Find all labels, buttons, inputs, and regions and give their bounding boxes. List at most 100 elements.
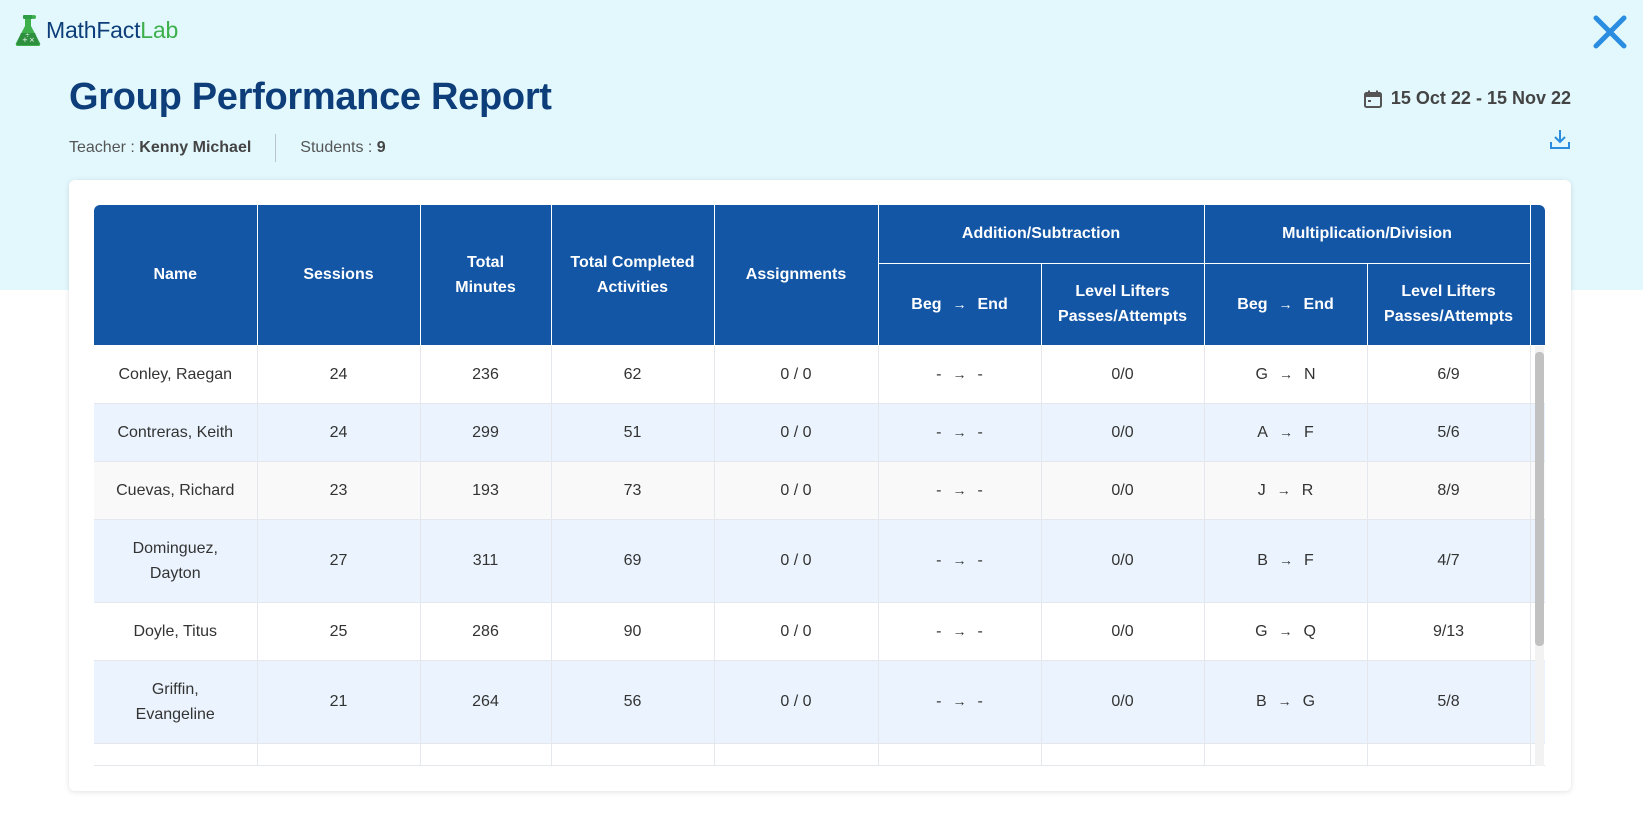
md-beg: A [1257, 423, 1268, 441]
cell-md-beg-end: J → R [1204, 461, 1368, 520]
cell-assignments: 0 / 0 [714, 519, 879, 603]
cell-name: Griffin, Evangeline [94, 660, 258, 744]
date-range-text: 15 Oct 22 - 15 Nov 22 [1390, 88, 1571, 108]
app-logo[interactable]: + × ÷ MathFactLab [14, 12, 178, 48]
cell-name: Dominguez, Dayton [94, 519, 258, 603]
cell-as-level-lifters: 0/0 [1041, 345, 1205, 404]
arrow-right-icon: → [952, 295, 967, 312]
cell-sessions: 23 [257, 461, 421, 520]
as-beg: - [936, 423, 942, 441]
flask-logo-icon: + × ÷ [15, 15, 41, 46]
table-row[interactable]: Griffin, Evangeline 21 264 56 0 / 0 - → - 0… [94, 660, 1545, 744]
as-end: - [977, 365, 983, 383]
cell-md-beg-end: A → F [1204, 403, 1368, 462]
level-lifters-l2: Passes/Attempts [1384, 308, 1513, 325]
cell-md-beg-end: B → F [1204, 519, 1368, 603]
arrow-right-icon: → [952, 423, 967, 440]
cell-minutes: 193 [420, 461, 552, 520]
cell-assignments: 0 / 0 [714, 345, 879, 404]
md-end: R [1301, 481, 1314, 499]
table-row[interactable]: Doyle, Titus 25 286 90 0 / 0 - → - 0/0 G → Q… [94, 602, 1545, 661]
level-lifters-l1: Level Lifters [1075, 283, 1170, 300]
cell-minutes: 264 [420, 660, 552, 744]
report-card: Name Sessions Total Minutes Total Complet… [69, 180, 1571, 791]
students-label: Students : [300, 139, 377, 156]
md-end: F [1303, 423, 1314, 441]
col-header-total-minutes[interactable]: Total Minutes [420, 205, 552, 346]
svg-text:×: × [29, 36, 35, 44]
col-header-name[interactable]: Name [94, 205, 258, 346]
table-row[interactable]: Conley, Raegan 24 236 62 0 / 0 - → - 0/0 G… [94, 345, 1545, 404]
cell-minutes: 286 [420, 602, 552, 661]
beg-label: Beg [1237, 295, 1268, 313]
cell-md-level-lifters: 6/9 [1367, 345, 1531, 404]
arrow-right-icon: → [1278, 552, 1293, 568]
arrow-right-icon: → [1278, 295, 1293, 312]
cell-as-level-lifters: 0/0 [1041, 519, 1205, 603]
cell-name: Conley, Raegan [94, 345, 258, 404]
arrow-right-icon: → [1277, 693, 1292, 709]
table-row[interactable]: Dominguez, Dayton 27 311 69 0 / 0 - → - 0/0… [94, 519, 1545, 603]
col-header-md-level-lifters[interactable]: Level Lifters Passes/Attempts [1367, 263, 1531, 346]
md-beg: G [1255, 365, 1268, 383]
col-header-total-activities[interactable]: Total Completed Activities [551, 205, 715, 346]
students-info: Students : 9 [300, 139, 385, 157]
calendar-icon [1363, 90, 1382, 108]
md-beg: G [1255, 622, 1268, 640]
as-beg: - [936, 365, 942, 383]
teacher-label: Teacher : [69, 139, 140, 156]
logo-text: MathFactLab [46, 17, 178, 44]
arrow-right-icon: → [952, 365, 967, 382]
col-header-total-minutes-l1: Total [466, 253, 505, 271]
table-scrollbar-thumb[interactable] [1535, 352, 1544, 646]
cell-name-l1: Griffin, [151, 680, 199, 698]
close-button[interactable] [1590, 12, 1630, 52]
cell-assignments: 0 / 0 [714, 660, 879, 744]
cell-empty [257, 743, 421, 765]
beg-label: Beg [911, 295, 942, 313]
table-row-partial[interactable] [94, 743, 1545, 765]
cell-sessions: 27 [257, 519, 421, 603]
as-beg: - [936, 693, 942, 710]
col-group-multiplication-division: Multiplication/Division [1204, 205, 1531, 264]
cell-as-beg-end: - → - [878, 403, 1042, 462]
md-beg: J [1257, 481, 1266, 499]
cell-empty [94, 743, 258, 765]
cell-assignments: 0 / 0 [714, 403, 879, 462]
table-row[interactable]: Contreras, Keith 24 299 51 0 / 0 - → - 0/0… [94, 403, 1545, 462]
date-range-picker[interactable]: 15 Oct 22 - 15 Nov 22 [1363, 88, 1571, 109]
cell-empty [551, 743, 715, 765]
cell-sessions: 21 [257, 660, 421, 744]
cell-as-level-lifters: 0/0 [1041, 461, 1205, 520]
cell-minutes: 236 [420, 345, 552, 404]
col-header-md-beg-end[interactable]: Beg → End [1204, 263, 1368, 346]
cell-minutes: 311 [420, 519, 552, 603]
md-end: G [1302, 693, 1316, 710]
level-lifters-l2: Passes/Attempts [1058, 308, 1187, 325]
col-header-sessions[interactable]: Sessions [257, 205, 421, 346]
col-header-as-level-lifters[interactable]: Level Lifters Passes/Attempts [1041, 263, 1205, 346]
performance-table: Name Sessions Total Minutes Total Complet… [94, 205, 1545, 765]
arrow-right-icon: → [1278, 622, 1293, 639]
report-meta: Teacher : Kenny Michael Students : 9 [69, 134, 386, 162]
col-header-assignments[interactable]: Assignments [714, 205, 879, 346]
logo-text-math: MathFact [46, 16, 141, 43]
teacher-name: Kenny Michael [139, 139, 252, 156]
cell-name-l1: Dominguez, [132, 539, 218, 557]
cell-as-beg-end: - → - [878, 519, 1042, 603]
download-button[interactable] [1549, 128, 1571, 150]
page-title: Group Performance Report [69, 76, 552, 118]
cell-md-beg-end: G → N [1204, 345, 1368, 404]
col-header-as-beg-end[interactable]: Beg → End [878, 263, 1042, 346]
col-header-total-activities-l2: Activities [596, 278, 669, 296]
arrow-right-icon: → [952, 552, 967, 568]
svg-text:+: + [22, 36, 28, 44]
cell-as-beg-end: - → - [878, 602, 1042, 661]
arrow-right-icon: → [952, 481, 967, 498]
arrow-right-icon: → [1278, 423, 1293, 440]
cell-empty [878, 743, 1042, 765]
table-row[interactable]: Cuevas, Richard 23 193 73 0 / 0 - → - 0/0 … [94, 461, 1545, 520]
cell-md-level-lifters: 9/13 [1367, 602, 1531, 661]
col-group-addition-subtraction: Addition/Subtraction [878, 205, 1205, 264]
download-icon [1550, 130, 1570, 149]
